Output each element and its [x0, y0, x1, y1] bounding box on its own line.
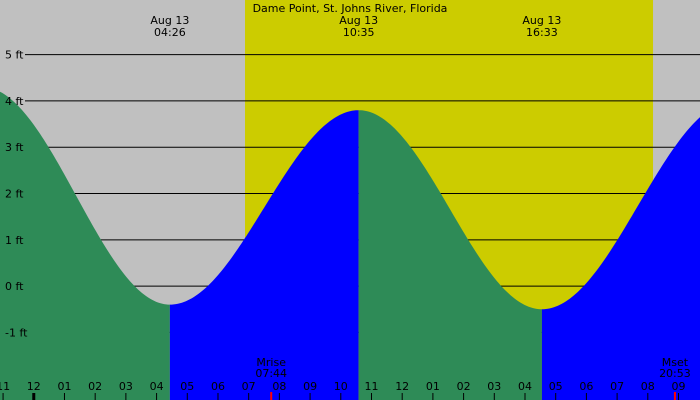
x-tick-label: 07 — [242, 380, 256, 393]
x-tick-label: 12 — [395, 380, 409, 393]
moon-label: Mrise — [256, 356, 286, 369]
moon-time: 07:44 — [255, 367, 287, 380]
x-tick-label: 11 — [364, 380, 378, 393]
x-tick-label: 04 — [518, 380, 532, 393]
x-tick-label: 11 — [0, 380, 10, 393]
chart-title: Dame Point, St. Johns River, Florida — [253, 2, 448, 15]
falling-tide — [358, 110, 542, 400]
falling-tide — [0, 91, 170, 400]
extreme-time: 10:35 — [343, 26, 375, 39]
x-tick-label: 05 — [549, 380, 563, 393]
x-tick-label: 05 — [180, 380, 194, 393]
x-tick-label: 06 — [211, 380, 225, 393]
x-tick-label: 02 — [457, 380, 471, 393]
x-tick-label: 09 — [303, 380, 317, 393]
y-tick-label: 0 ft — [5, 280, 24, 293]
rising-tide — [541, 117, 700, 400]
x-tick-label: 08 — [272, 380, 286, 393]
rising-tide — [169, 110, 359, 400]
y-tick-label: 1 ft — [5, 234, 24, 247]
x-tick-label: 01 — [426, 380, 440, 393]
y-tick-label: -1 ft — [5, 326, 28, 339]
extreme-date: Aug 13 — [339, 14, 378, 27]
y-tick-label: 2 ft — [5, 188, 24, 201]
x-tick-label: 03 — [487, 380, 501, 393]
x-tick-label: 08 — [641, 380, 655, 393]
moon-label: Mset — [662, 356, 689, 369]
x-tick-label: 03 — [119, 380, 133, 393]
x-tick-label: 01 — [57, 380, 71, 393]
y-tick-label: 3 ft — [5, 141, 24, 154]
moon-time: 20:53 — [659, 367, 691, 380]
x-tick-label: 10 — [334, 380, 348, 393]
x-tick-label: 09 — [672, 380, 686, 393]
extreme-date: Aug 13 — [150, 14, 189, 27]
x-tick-label: 07 — [610, 380, 624, 393]
extreme-date: Aug 13 — [522, 14, 561, 27]
x-tick-label: 04 — [150, 380, 164, 393]
x-tick-label: 06 — [579, 380, 593, 393]
extreme-time: 04:26 — [154, 26, 186, 39]
y-tick-label: 5 ft — [5, 49, 24, 62]
y-tick-label: 4 ft — [5, 95, 24, 108]
x-tick-label: 02 — [88, 380, 102, 393]
x-tick-label: 12 — [27, 380, 41, 393]
extreme-time: 16:33 — [526, 26, 558, 39]
